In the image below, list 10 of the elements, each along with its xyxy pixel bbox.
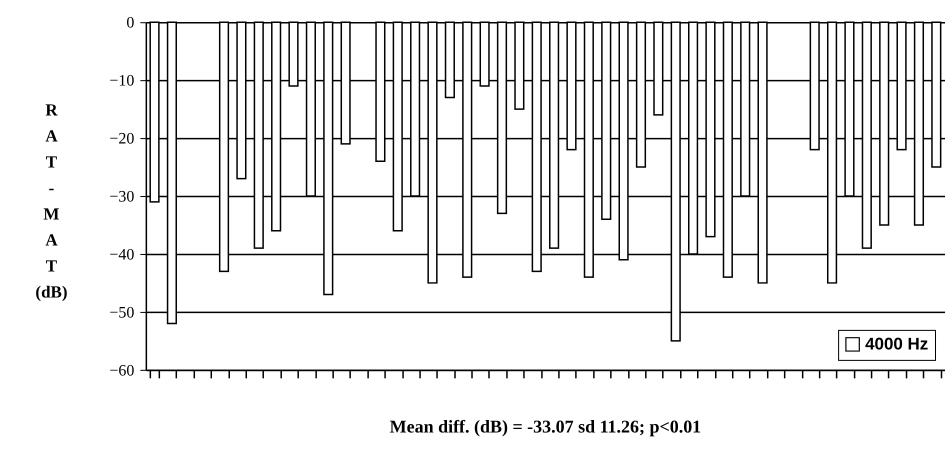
y-tick-label: −30: [109, 188, 134, 206]
y-axis-title: RAT-MAT (dB): [35, 100, 68, 302]
y-tick-label: −50: [109, 304, 134, 322]
y-tick-label: −10: [109, 72, 134, 90]
legend-label: 4000 Hz: [865, 334, 928, 354]
y-tick-label: −60: [109, 362, 134, 380]
text: Mean diff. (dB) = -33.07 sd 11.26; p<0.01: [390, 416, 702, 437]
y-tick-label: 0: [126, 14, 134, 32]
y-tick-label: −40: [109, 246, 134, 264]
y-tick-label: −20: [109, 130, 134, 148]
